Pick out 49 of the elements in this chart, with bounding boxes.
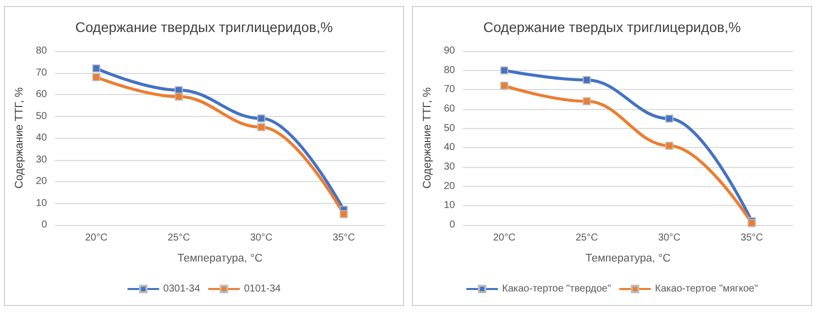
x-tick-label: 30°C xyxy=(250,232,272,244)
x-tick-label: 35°C xyxy=(740,232,763,244)
point xyxy=(257,123,266,132)
y-tick-label: 30 xyxy=(444,162,456,172)
x-tick-label: 25°C xyxy=(168,232,190,244)
y-axis-title: Содержание ТТГ, % xyxy=(421,87,434,189)
y-tick-label: 80 xyxy=(36,46,48,56)
chart-title: Содержание твердых триглицеридов,% xyxy=(483,19,741,35)
point xyxy=(582,97,591,106)
y-tick-label: 70 xyxy=(444,84,456,96)
y-tick-label: 50 xyxy=(36,110,48,122)
point xyxy=(500,82,508,90)
point xyxy=(500,66,508,74)
y-tick-label: 70 xyxy=(36,67,48,78)
y-tick-label: 50 xyxy=(444,122,456,134)
x-axis-title: Температура, °C xyxy=(177,252,263,264)
y-tick-label: 10 xyxy=(36,198,48,209)
y-tick-label: 20 xyxy=(36,176,48,187)
y-tick-label: 30 xyxy=(36,154,48,166)
point xyxy=(665,114,674,123)
y-tick-label: 60 xyxy=(36,89,48,100)
y-tick-label: 90 xyxy=(444,46,456,56)
y-tick-label: 10 xyxy=(444,200,456,212)
legend-label: Какао-тертое "твердое" xyxy=(502,284,612,294)
legend-label: Какао-тертое "мягкое" xyxy=(655,284,758,294)
x-tick-label: 25°C xyxy=(576,232,598,244)
y-axis-title: Содержание ТТГ, % xyxy=(13,87,26,189)
y-tick-label: 0 xyxy=(41,220,48,230)
point xyxy=(92,73,100,82)
x-tick-label: 35°C xyxy=(332,232,355,244)
legend-label: 0301-34 xyxy=(163,284,200,294)
point xyxy=(92,64,100,72)
point xyxy=(257,114,266,122)
x-axis-title: Температура, °C xyxy=(585,252,671,264)
x-tick-label: 20°C xyxy=(493,232,516,244)
y-tick-label: 60 xyxy=(444,104,456,114)
y-tick-label: 80 xyxy=(444,64,456,76)
x-tick-label: 30°C xyxy=(658,232,680,244)
x-tick-label: 20°C xyxy=(85,232,108,244)
chart-title: Содержание твердых триглицеридов,% xyxy=(75,19,333,35)
y-tick-label: 40 xyxy=(36,132,48,144)
point xyxy=(174,92,183,101)
y-tick-label: 0 xyxy=(449,220,456,230)
y-tick-label: 40 xyxy=(444,142,456,154)
legend-label: 0101-34 xyxy=(244,284,282,294)
y-tick-label: 20 xyxy=(444,180,456,192)
point xyxy=(582,76,591,84)
point xyxy=(340,210,348,218)
point xyxy=(665,142,674,150)
